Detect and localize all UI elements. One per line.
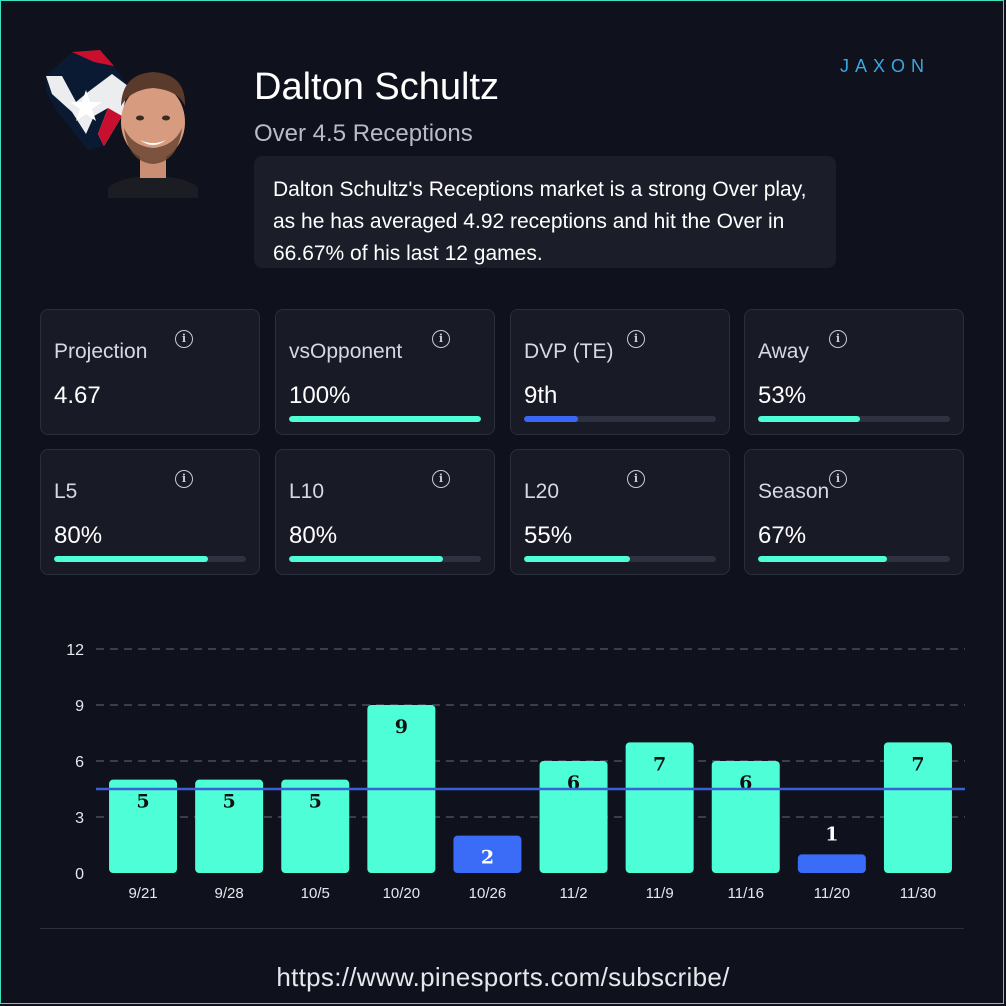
stat-progress-track	[54, 556, 246, 562]
stat-progress-track	[758, 416, 950, 422]
x-tick-label: 11/30	[900, 885, 936, 902]
market-label: Over 4.5 Receptions	[254, 120, 473, 147]
x-tick-label: 10/26	[469, 885, 507, 902]
bar-value-label: 2	[481, 847, 494, 869]
stat-progress-track	[758, 556, 950, 562]
brand-logo-text: JAXON	[840, 56, 930, 76]
player-name: Dalton Schultz	[254, 66, 500, 108]
bar	[883, 742, 952, 873]
stat-value: 9th	[524, 382, 558, 409]
subscribe-link[interactable]: https://www.pinesports.com/subscribe/	[276, 962, 730, 992]
bar-value-label: 7	[911, 753, 924, 775]
bar-value-label: 7	[653, 753, 666, 775]
y-tick-label: 9	[75, 698, 84, 715]
stat-progress-fill	[758, 556, 887, 562]
stat-card-away: Away i 53%	[744, 309, 964, 435]
footer-divider	[40, 928, 964, 929]
stat-progress-track	[524, 556, 716, 562]
x-tick-label: 9/21	[128, 885, 157, 902]
bar-value-label: 6	[567, 772, 580, 794]
stat-card-l10: L10 i 80%	[275, 449, 495, 575]
x-tick-label: 11/16	[728, 885, 764, 902]
stat-label: Season	[758, 480, 830, 503]
stat-card-dvp-te: DVP (TE) i 9th	[510, 309, 730, 435]
bar-value-label: 5	[223, 791, 236, 813]
info-icon[interactable]: i	[627, 330, 645, 348]
stat-label: L10	[289, 480, 325, 503]
summary-box: Dalton Schultz's Receptions market is a …	[254, 156, 836, 268]
stat-progress-fill	[524, 416, 578, 422]
stat-progress-track	[289, 416, 481, 422]
bar-value-label: 6	[739, 772, 752, 794]
info-icon[interactable]: i	[829, 470, 847, 488]
stat-card-season: Season i 67%	[744, 449, 964, 575]
stat-value: 100%	[289, 382, 351, 409]
stat-label: Away	[758, 340, 809, 363]
bar	[195, 779, 264, 873]
bar	[281, 779, 350, 873]
brand-logo: JAXON	[840, 50, 962, 84]
x-tick-label: 11/20	[814, 885, 850, 902]
summary-text: Dalton Schultz's Receptions market is a …	[273, 178, 807, 265]
stat-value: 53%	[758, 382, 807, 409]
stat-value: 67%	[758, 522, 807, 549]
stat-label: vsOpponent	[289, 340, 403, 363]
stat-label: L20	[524, 480, 560, 503]
y-tick-label: 0	[75, 866, 84, 883]
stat-card-l5: L5 i 80%	[40, 449, 260, 575]
x-tick-label: 10/20	[383, 885, 421, 902]
stat-label: L5	[54, 480, 78, 503]
bar	[453, 835, 522, 873]
stat-progress-fill	[524, 556, 630, 562]
bar	[625, 742, 694, 873]
bar-value-label: 5	[136, 791, 149, 813]
info-icon[interactable]: i	[829, 330, 847, 348]
stat-card-projection: Projection i 4.67	[40, 309, 260, 435]
stat-progress-fill	[289, 556, 443, 562]
info-icon[interactable]: i	[432, 470, 450, 488]
stat-progress-fill	[54, 556, 208, 562]
stat-card-vsopponent: vsOpponent i 100%	[275, 309, 495, 435]
bar	[109, 779, 178, 873]
stat-progress-fill	[289, 416, 481, 422]
stat-value: 80%	[289, 522, 338, 549]
stat-value: 4.67	[54, 382, 101, 409]
y-tick-label: 12	[66, 642, 84, 659]
player-headshot	[108, 62, 198, 198]
bar-value-label: 5	[309, 791, 322, 813]
team-logo	[42, 46, 132, 156]
x-tick-label: 10/5	[301, 885, 330, 902]
bar	[797, 854, 866, 873]
bar-value-label: 9	[395, 716, 408, 738]
x-tick-label: 11/9	[646, 885, 674, 902]
x-tick-label: 11/2	[560, 885, 588, 902]
bar-value-label: 1	[825, 823, 838, 845]
stat-value: 80%	[54, 522, 103, 549]
info-icon[interactable]: i	[432, 330, 450, 348]
stat-value: 55%	[524, 522, 573, 549]
stat-label: Projection	[54, 340, 148, 363]
stat-progress-fill	[758, 416, 860, 422]
stat-label: DVP (TE)	[524, 340, 614, 363]
info-icon[interactable]: i	[627, 470, 645, 488]
info-icon[interactable]: i	[175, 470, 193, 488]
stat-progress-track	[289, 556, 481, 562]
x-tick-label: 9/28	[215, 885, 244, 902]
y-tick-label: 3	[75, 810, 84, 827]
receptions-chart: 0 3 6 9 12 5 9/21 5 9/28 5 10/5 9 10/20 2 10/26 6 11/2 7 1…	[66, 642, 965, 902]
info-icon[interactable]: i	[175, 330, 193, 348]
y-tick-label: 6	[75, 754, 84, 771]
stat-card-l20: L20 i 55%	[510, 449, 730, 575]
stat-progress-track	[524, 416, 716, 422]
